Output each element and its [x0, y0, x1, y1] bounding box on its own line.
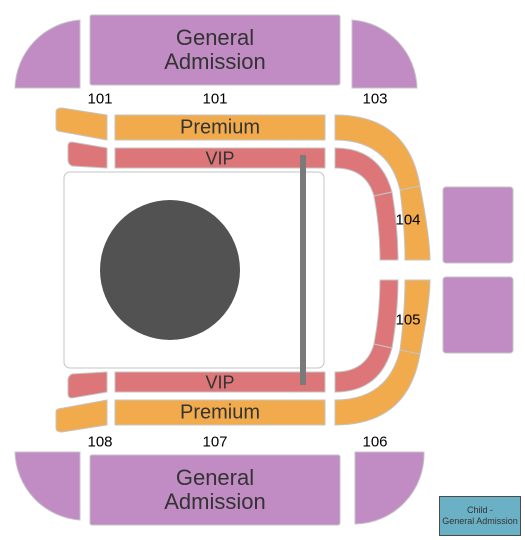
premium-end-top-left[interactable] — [56, 108, 107, 140]
screen-bar — [300, 155, 306, 385]
child-ga-label: Child - General Admission — [442, 505, 518, 527]
ga-corner-top-left[interactable] — [15, 20, 80, 88]
premium-end-bottom-left[interactable] — [56, 400, 107, 432]
ga-bottom[interactable] — [90, 455, 340, 525]
stage-circle — [100, 200, 240, 340]
premium-bottom[interactable] — [115, 400, 325, 425]
vip-bottom[interactable] — [115, 372, 325, 392]
ga-corner-bottom-left[interactable] — [15, 452, 80, 520]
ga-corner-bottom-right[interactable] — [355, 452, 424, 524]
vip-end-top-left[interactable] — [68, 142, 107, 168]
vip-end-bottom-left[interactable] — [68, 372, 107, 398]
seating-map-svg — [0, 0, 525, 540]
ga-right-bottom[interactable] — [443, 277, 513, 353]
premium-top[interactable] — [115, 115, 325, 140]
seating-map: General Admission General Admission Prem… — [0, 0, 525, 540]
vip-right-105[interactable] — [374, 280, 398, 348]
premium-right-104[interactable] — [400, 186, 430, 260]
ga-right-top[interactable] — [443, 187, 513, 263]
child-ga-box[interactable]: Child - General Admission — [439, 496, 521, 536]
premium-right-105[interactable] — [400, 280, 430, 354]
ga-corner-top-right[interactable] — [352, 20, 417, 88]
ga-top[interactable] — [90, 15, 340, 85]
vip-right-104[interactable] — [374, 192, 398, 260]
vip-top[interactable] — [115, 148, 325, 168]
